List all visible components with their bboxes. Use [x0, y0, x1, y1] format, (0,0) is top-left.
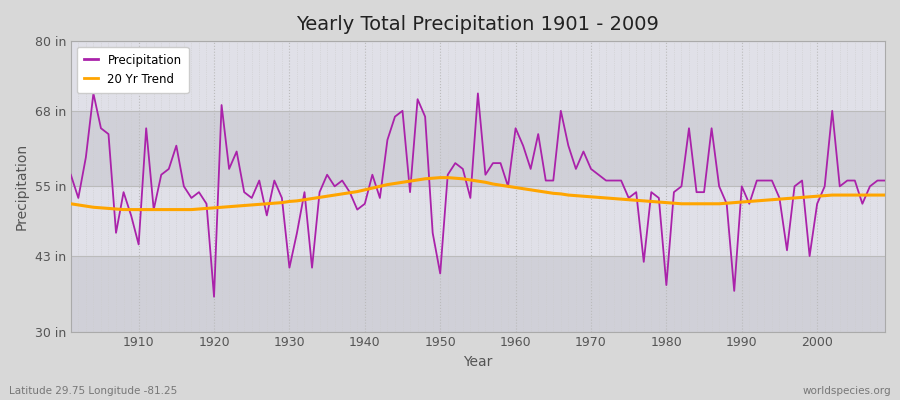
20 Yr Trend: [133, 207, 144, 212]
Precipitation: [307, 265, 318, 270]
Bar: [71, 111, 885, 186]
Line: 20 Yr Trend: 20 Yr Trend: [71, 178, 885, 210]
20 Yr Trend: [66, 201, 77, 206]
Precipitation: [616, 178, 626, 183]
Precipitation: [526, 166, 536, 171]
Text: Latitude 29.75 Longitude -81.25: Latitude 29.75 Longitude -81.25: [9, 386, 177, 396]
Precipitation: [66, 172, 77, 177]
Line: Precipitation: Precipitation: [71, 93, 885, 297]
20 Yr Trend: [616, 197, 626, 202]
Precipitation: [133, 242, 144, 247]
Precipitation: [518, 143, 528, 148]
20 Yr Trend: [526, 188, 536, 192]
Legend: Precipitation, 20 Yr Trend: Precipitation, 20 Yr Trend: [76, 47, 189, 93]
20 Yr Trend: [118, 207, 129, 212]
20 Yr Trend: [879, 193, 890, 198]
20 Yr Trend: [345, 190, 356, 195]
X-axis label: Year: Year: [464, 355, 492, 369]
Y-axis label: Precipitation: Precipitation: [15, 143, 29, 230]
20 Yr Trend: [518, 186, 528, 191]
Title: Yearly Total Precipitation 1901 - 2009: Yearly Total Precipitation 1901 - 2009: [296, 15, 660, 34]
Precipitation: [209, 294, 220, 299]
20 Yr Trend: [435, 175, 446, 180]
Precipitation: [352, 207, 363, 212]
Precipitation: [88, 91, 99, 96]
Text: worldspecies.org: worldspecies.org: [803, 386, 891, 396]
Bar: [71, 256, 885, 332]
20 Yr Trend: [299, 197, 310, 202]
Precipitation: [879, 178, 890, 183]
